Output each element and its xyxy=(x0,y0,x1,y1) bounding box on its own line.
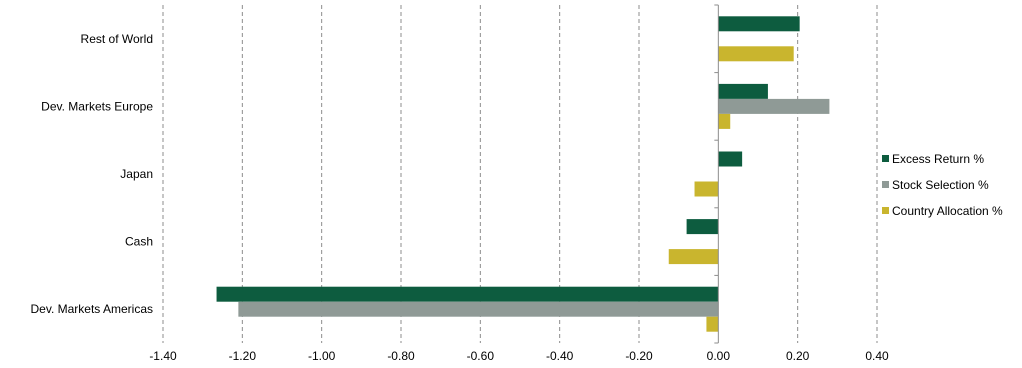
category-label: Cash xyxy=(125,235,153,249)
bar xyxy=(718,98,830,114)
bar xyxy=(668,249,719,265)
bar xyxy=(718,113,731,129)
x-tick-label: -0.60 xyxy=(467,349,495,363)
x-tick-label: -1.00 xyxy=(308,349,336,363)
bar xyxy=(238,301,719,317)
value-axis: -1.40 -1.20 -1.00 -0.80 -0.60 -0.40 -0.20 0.00 0… xyxy=(149,4,889,363)
category-label: Japan xyxy=(120,167,153,181)
bar xyxy=(706,316,719,332)
category-label: Rest of World xyxy=(81,32,153,46)
bar xyxy=(686,219,719,235)
bar xyxy=(216,286,719,302)
legend-label: Excess Return % xyxy=(892,152,984,166)
legend-swatch xyxy=(882,181,889,188)
legend-swatch xyxy=(882,155,889,162)
bar xyxy=(694,181,719,197)
x-tick-label: 0.20 xyxy=(786,349,810,363)
category-axis: Rest of World Dev. Markets Europe Japan Cas… xyxy=(31,32,154,316)
legend: Excess Return % Stock Selection % Country … xyxy=(882,152,1003,218)
bar xyxy=(718,83,768,99)
category-label: Dev. Markets Europe xyxy=(41,99,153,113)
x-tick-label: 0.00 xyxy=(707,349,731,363)
bars xyxy=(216,16,830,332)
bar xyxy=(718,151,743,167)
bar xyxy=(718,46,794,62)
x-tick-label: -1.20 xyxy=(229,349,257,363)
x-tick-label: -0.80 xyxy=(387,349,415,363)
category-label: Dev. Markets Americas xyxy=(31,302,153,316)
x-tick-label: -0.20 xyxy=(625,349,653,363)
x-tick-label: -1.40 xyxy=(149,349,177,363)
bar xyxy=(718,16,800,32)
gridlines xyxy=(162,5,878,343)
legend-label: Stock Selection % xyxy=(892,178,989,192)
x-tick-label: -0.40 xyxy=(546,349,574,363)
legend-swatch xyxy=(882,207,889,214)
x-tick-label: 0.40 xyxy=(865,349,889,363)
legend-label: Country Allocation % xyxy=(892,204,1003,218)
